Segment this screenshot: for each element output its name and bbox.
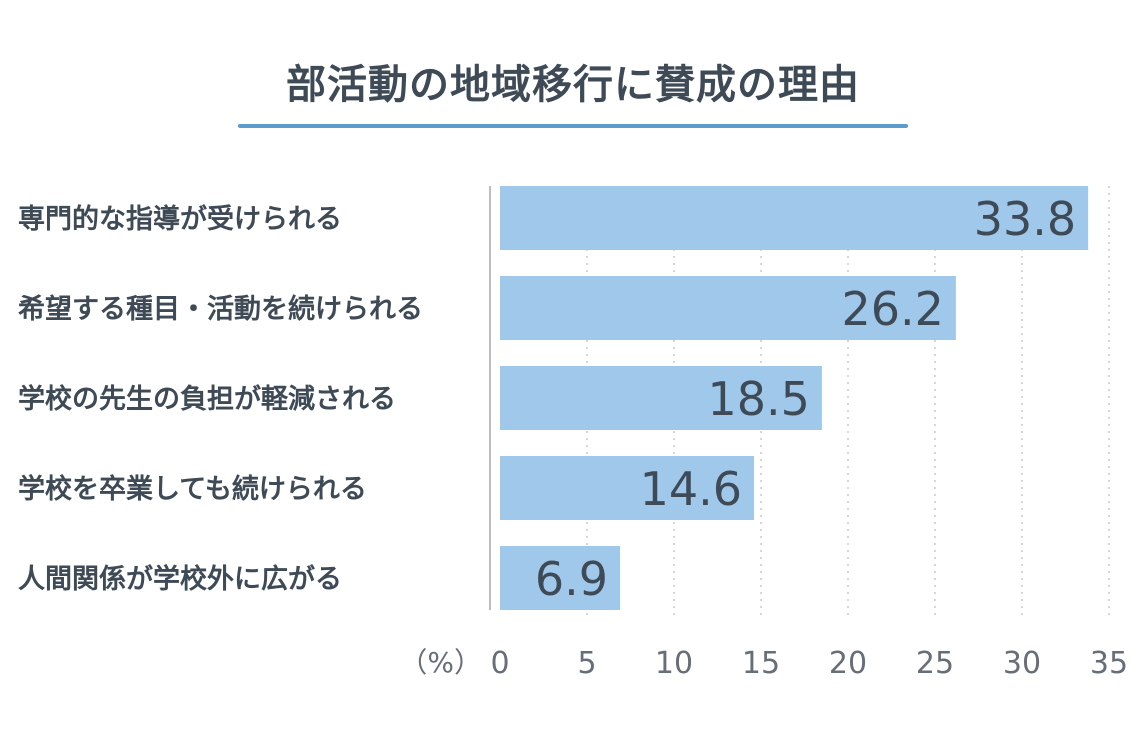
chart-title: 部活動の地域移行に賛成の理由: [286, 62, 860, 108]
x-tick-label: 0: [490, 646, 509, 681]
category-label: 人間関係が学校外に広がる: [18, 563, 342, 595]
bar: [500, 276, 956, 340]
bar: [500, 546, 621, 610]
x-tick-label: 30: [1003, 646, 1041, 681]
value-label: 18.5: [707, 372, 809, 426]
bar: [500, 456, 755, 520]
category-label: 学校の先生の負担が軽減される: [18, 383, 396, 415]
category-label: 希望する種目・活動を続けられる: [18, 294, 423, 325]
bar: [500, 366, 822, 430]
category-label: 専門的な指導が受けられる: [18, 203, 342, 235]
x-tick-label: 25: [916, 646, 954, 681]
x-axis-ticks: 0 5 10 15 20 25 30 35: [490, 646, 1128, 681]
value-label: 6.9: [535, 552, 608, 606]
bar: [500, 186, 1089, 250]
category-label: 学校を卒業しても続けられる: [18, 473, 367, 505]
title-underline: [238, 124, 908, 128]
bars: 専門的な指導が受けられる 33.8 希望する種目・活動を続けられる 26.2 学校の先生…: [18, 186, 1089, 610]
x-tick-label: 5: [577, 646, 596, 681]
x-axis-unit-label: （%）: [399, 646, 482, 679]
value-label: 26.2: [841, 282, 943, 336]
value-label: 33.8: [974, 192, 1076, 246]
x-tick-label: 15: [742, 646, 780, 681]
x-tick-label: 10: [655, 646, 693, 681]
x-tick-label: 20: [829, 646, 867, 681]
x-tick-label: 35: [1090, 646, 1128, 681]
value-label: 14.6: [640, 462, 742, 516]
